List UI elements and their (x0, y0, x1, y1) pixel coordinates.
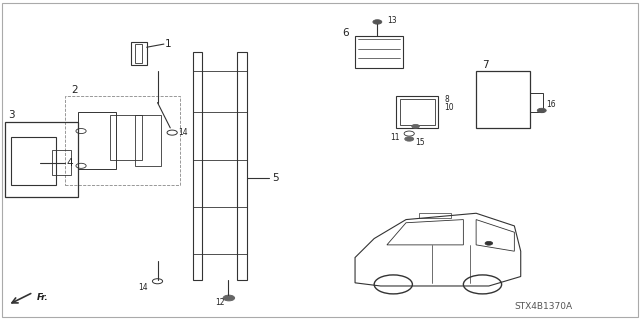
Bar (109, 115, 141, 160)
Text: 1: 1 (165, 39, 172, 49)
Bar (78, 112, 116, 169)
Bar (396, 96, 438, 128)
Text: 10: 10 (444, 103, 454, 112)
Text: 2: 2 (72, 85, 78, 95)
Text: Fr.: Fr. (36, 293, 48, 302)
Bar (399, 100, 435, 125)
Bar (134, 44, 142, 63)
Bar (65, 96, 180, 185)
Circle shape (373, 20, 382, 24)
Bar (531, 93, 543, 112)
Text: 14: 14 (138, 283, 148, 292)
Text: 5: 5 (272, 174, 279, 183)
Bar (476, 71, 531, 128)
Text: 8: 8 (444, 95, 449, 104)
Text: 6: 6 (342, 28, 349, 38)
Text: 7: 7 (483, 60, 489, 70)
Bar (4, 122, 78, 197)
Circle shape (404, 137, 413, 141)
Text: 12: 12 (215, 298, 225, 307)
Text: STX4B1370A: STX4B1370A (514, 302, 572, 311)
Text: 13: 13 (387, 16, 397, 25)
Text: 11: 11 (390, 133, 399, 142)
Bar (135, 115, 161, 166)
Circle shape (412, 124, 419, 128)
Bar (355, 36, 403, 68)
Text: 14: 14 (179, 128, 188, 137)
Circle shape (538, 108, 546, 113)
Bar (11, 137, 56, 185)
Bar (52, 150, 72, 175)
Bar (419, 213, 451, 218)
Bar (131, 42, 147, 65)
Circle shape (485, 241, 493, 245)
Text: 4: 4 (67, 158, 73, 168)
Text: 16: 16 (546, 100, 556, 109)
Bar (193, 52, 202, 280)
Text: 15: 15 (415, 138, 425, 147)
Text: 3: 3 (8, 110, 14, 120)
Bar (237, 52, 246, 280)
Circle shape (223, 295, 235, 301)
